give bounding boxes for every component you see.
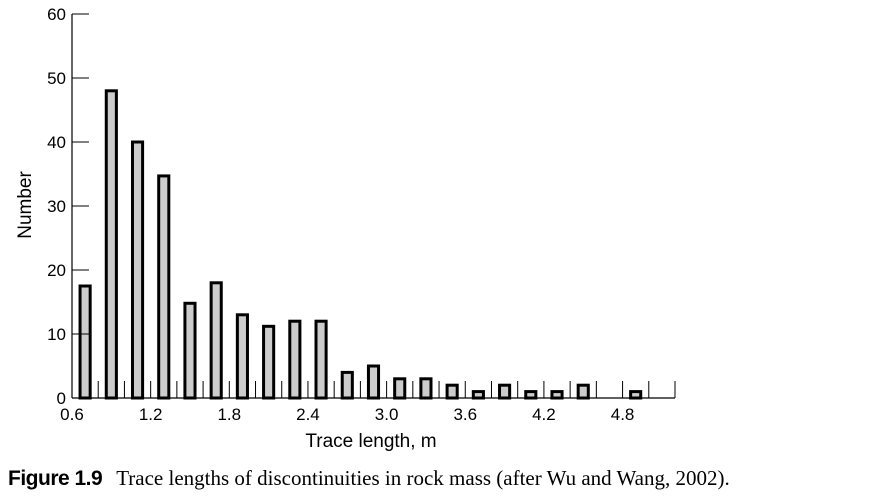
bar bbox=[393, 377, 407, 400]
y-tick-labels: 0 10 20 30 40 50 60 bbox=[47, 5, 89, 408]
bar bbox=[157, 174, 171, 400]
y-tick-label: 10 bbox=[47, 325, 66, 344]
bar bbox=[366, 364, 381, 400]
bar bbox=[419, 377, 433, 400]
bar bbox=[235, 313, 249, 400]
x-axis-label: Trace length, m bbox=[305, 431, 436, 452]
y-tick-label: 30 bbox=[47, 197, 66, 216]
bar bbox=[445, 383, 459, 400]
bar bbox=[288, 319, 302, 400]
y-tick-label: 20 bbox=[47, 261, 66, 280]
caption-text: Trace lengths of discontinuities in rock… bbox=[116, 466, 730, 490]
y-tick-label: 60 bbox=[47, 5, 66, 24]
bar bbox=[629, 390, 643, 400]
y-tick-label: 50 bbox=[47, 69, 66, 88]
x-tick-label: 1.2 bbox=[139, 405, 163, 424]
bar bbox=[183, 301, 197, 400]
x-tick-label: 2.4 bbox=[296, 405, 320, 424]
y-tick-label: 40 bbox=[47, 133, 66, 152]
figure-number: Figure 1.9 bbox=[8, 467, 103, 490]
bar bbox=[498, 383, 512, 400]
y-axis-label: Number bbox=[15, 171, 36, 239]
bar bbox=[209, 281, 223, 400]
bar bbox=[524, 390, 538, 400]
x-tick-labels: 0.6 1.2 1.8 2.4 3.0 3.6 4.2 4.8 bbox=[60, 381, 676, 424]
bar bbox=[471, 390, 485, 400]
trace-length-histogram: 0.6 1.2 1.8 2.4 3.0 3.6 4.2 4.8 0 10 20 30 40 50 60 T… bbox=[15, 5, 676, 452]
x-tick-label: 4.2 bbox=[532, 405, 556, 424]
x-tick-label: 3.0 bbox=[375, 405, 399, 424]
bar bbox=[340, 370, 354, 400]
bar bbox=[262, 324, 276, 400]
bar bbox=[314, 319, 328, 400]
bar bbox=[130, 140, 145, 400]
y-tick-label: 0 bbox=[57, 389, 66, 408]
x-tick-label: 4.8 bbox=[611, 405, 635, 424]
bar bbox=[78, 284, 92, 400]
bar bbox=[576, 383, 590, 400]
bar bbox=[550, 390, 564, 400]
bars bbox=[78, 89, 643, 400]
figure-caption: Figure 1.9 Trace lengths of discontinuiti… bbox=[8, 466, 888, 491]
x-tick-label: 0.6 bbox=[60, 405, 84, 424]
x-tick-label: 3.6 bbox=[453, 405, 477, 424]
bar bbox=[104, 89, 118, 400]
x-tick-label: 1.8 bbox=[217, 405, 241, 424]
